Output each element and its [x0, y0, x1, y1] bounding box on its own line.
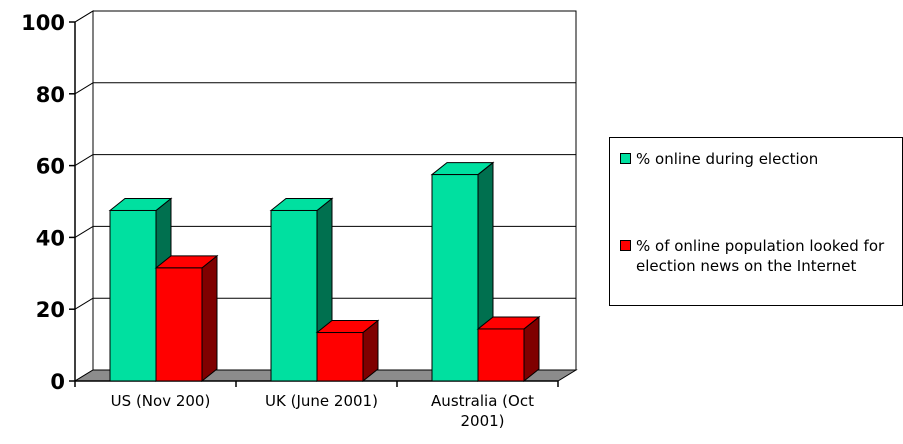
- bar: [316, 332, 364, 382]
- chart-legend: % online during election % of online pop…: [609, 137, 903, 306]
- bar-side: [201, 254, 218, 383]
- bar: [109, 209, 157, 382]
- x-tick-label-line: US (Nov 200): [111, 392, 211, 410]
- gridline-side: [74, 82, 94, 95]
- x-tick-label: UK (June 2001): [265, 392, 378, 410]
- x-tick-label-line: Australia (Oct: [431, 392, 534, 410]
- y-tick-label: 0: [50, 370, 65, 394]
- y-tick-label: 20: [36, 298, 65, 322]
- y-tick-label: 100: [21, 11, 65, 35]
- x-tick-label: US (Nov 200): [111, 392, 211, 410]
- bar: [431, 174, 479, 382]
- gridline-side: [74, 10, 94, 23]
- x-tick-label-line: 2001): [460, 412, 504, 430]
- legend-label-series-2: % of online population looked for electi…: [636, 237, 885, 275]
- bar: [270, 209, 318, 382]
- legend-item-series-2: % of online population looked for electi…: [620, 236, 896, 276]
- legend-swatch-series-2: [620, 240, 631, 251]
- gridline-side: [74, 297, 94, 310]
- y-tick-label: 60: [36, 155, 65, 179]
- y-tick-label: 80: [36, 83, 65, 107]
- bar: [155, 267, 203, 382]
- y-tick-label: 40: [36, 226, 65, 250]
- x-tick-label: Australia (Oct 2001): [431, 392, 534, 430]
- legend-item-series-1: % online during election: [620, 149, 896, 169]
- gridline-side: [74, 154, 94, 167]
- chart-side-wall: [74, 10, 94, 382]
- legend-label-series-1: % online during election: [636, 150, 819, 168]
- x-tick-label-line: UK (June 2001): [265, 392, 378, 410]
- bar: [477, 328, 525, 382]
- legend-swatch-series-1: [620, 153, 631, 164]
- gridline-side: [74, 225, 94, 238]
